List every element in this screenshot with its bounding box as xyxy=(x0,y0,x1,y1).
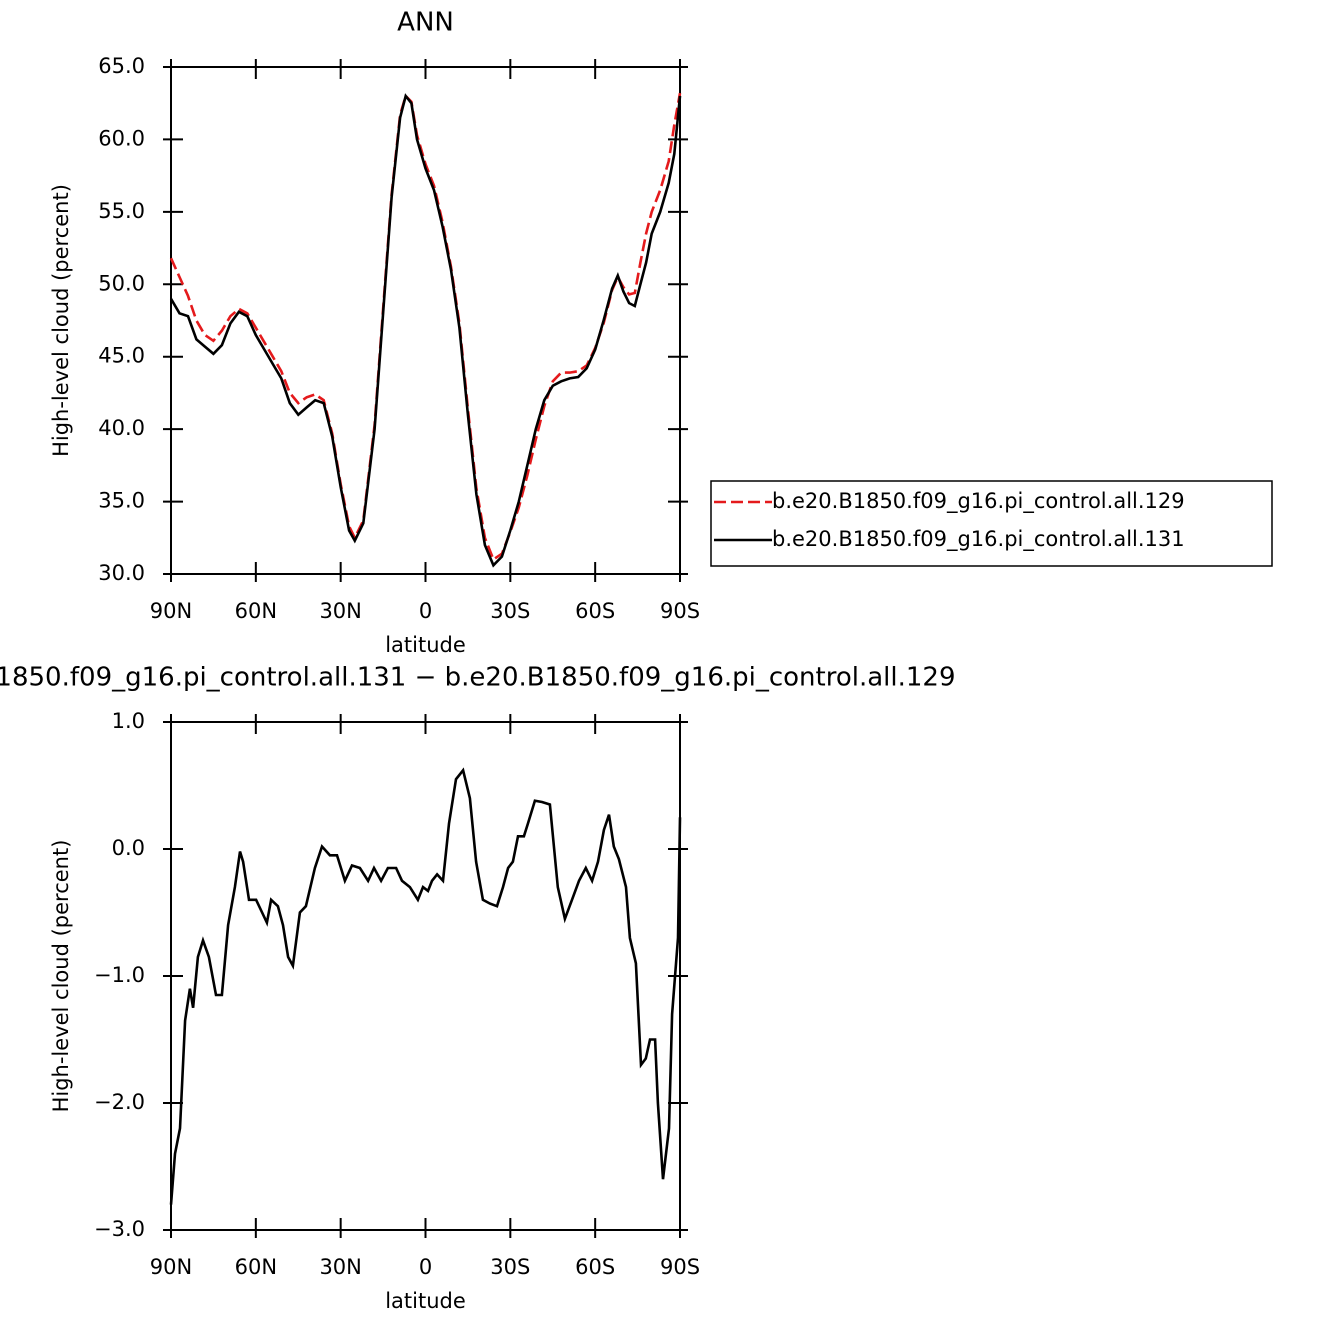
x-tick-label: 30N xyxy=(319,599,361,623)
y-tick-label: 55.0 xyxy=(98,199,145,223)
legend-label: b.e20.B1850.f09_g16.pi_control.all.131 xyxy=(772,527,1185,552)
y-tick-label: 1.0 xyxy=(112,709,145,733)
x-tick-label: 30N xyxy=(319,1255,361,1279)
x-tick-label: 0 xyxy=(419,599,432,623)
y-tick-label: 35.0 xyxy=(98,489,145,513)
y-tick-label: −1.0 xyxy=(94,963,145,987)
x-axis-label: latitude xyxy=(385,633,466,657)
x-tick-label: 90N xyxy=(150,1255,192,1279)
chart-title: ANN xyxy=(397,8,454,38)
y-tick-label: 45.0 xyxy=(98,344,145,368)
x-tick-label: 60N xyxy=(235,1255,277,1279)
x-tick-label: 60S xyxy=(575,599,615,623)
y-tick-label: 50.0 xyxy=(98,271,145,295)
y-axis-label: High-level cloud (percent) xyxy=(49,840,73,1113)
y-tick-label: −2.0 xyxy=(94,1090,145,1114)
x-tick-label: 90S xyxy=(660,1255,700,1279)
y-tick-label: 65.0 xyxy=(98,54,145,78)
chart-title: b.e20.B1850.f09_g16.pi_control.all.131 −… xyxy=(0,663,956,693)
y-tick-label: −3.0 xyxy=(94,1217,145,1241)
line-series xyxy=(169,92,682,562)
x-tick-label: 30S xyxy=(490,599,530,623)
x-tick-label: 60N xyxy=(235,599,277,623)
x-tick-label: 0 xyxy=(419,1255,432,1279)
y-tick-label: 30.0 xyxy=(98,561,145,585)
y-tick-label: 40.0 xyxy=(98,416,145,440)
line-series xyxy=(169,767,682,1205)
plot-frame xyxy=(170,66,681,575)
x-tick-label: 90N xyxy=(150,599,192,623)
x-axis-label: latitude xyxy=(385,1289,466,1313)
y-axis-label: High-level cloud (percent) xyxy=(49,184,73,457)
x-tick-label: 60S xyxy=(575,1255,615,1279)
x-tick-label: 30S xyxy=(490,1255,530,1279)
x-tick-label: 90S xyxy=(660,599,700,623)
line-series xyxy=(169,93,682,568)
y-tick-label: 60.0 xyxy=(98,126,145,150)
plot-frame xyxy=(170,721,681,1231)
y-tick-label: 0.0 xyxy=(112,836,145,860)
legend-label: b.e20.B1850.f09_g16.pi_control.all.129 xyxy=(772,489,1185,514)
legend-box xyxy=(710,480,1273,567)
